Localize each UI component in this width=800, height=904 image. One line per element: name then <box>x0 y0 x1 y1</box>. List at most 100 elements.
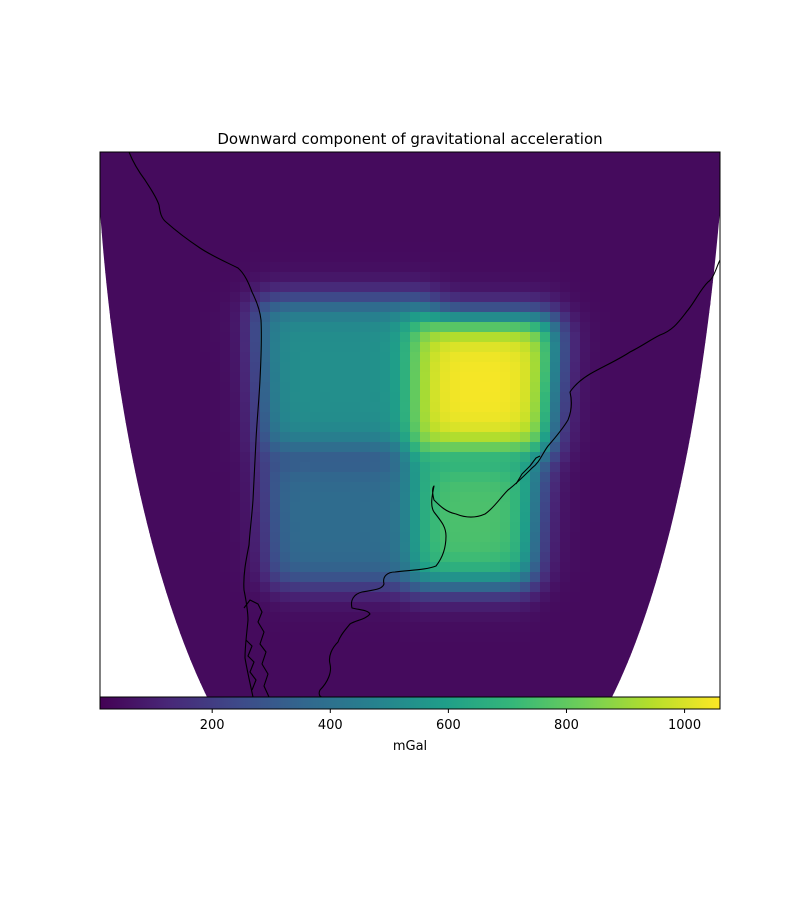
heatmap-cell <box>250 232 261 243</box>
heatmap-cell <box>610 422 621 433</box>
heatmap-cell <box>240 412 251 423</box>
heatmap-cell <box>450 172 461 183</box>
heatmap-cell <box>150 302 161 313</box>
heatmap-cell <box>230 332 241 343</box>
heatmap-cell <box>560 242 571 253</box>
heatmap-cell <box>480 332 491 343</box>
heatmap-cell <box>390 522 401 533</box>
heatmap-cell <box>370 652 381 663</box>
heatmap-cell <box>510 342 521 353</box>
heatmap-cell <box>200 402 211 413</box>
heatmap-cell <box>480 562 491 573</box>
heatmap-cell <box>520 242 531 253</box>
heatmap-cell <box>230 152 241 163</box>
heatmap-cell <box>110 322 121 333</box>
heatmap-cell <box>570 412 581 423</box>
heatmap-cell <box>440 222 451 233</box>
heatmap-cell <box>550 512 561 523</box>
heatmap-cell <box>160 412 171 423</box>
heatmap-cell <box>100 192 111 203</box>
heatmap-cell <box>330 662 341 673</box>
heatmap-cell <box>350 382 361 393</box>
heatmap-cell <box>210 342 221 353</box>
heatmap-cell <box>470 302 481 313</box>
heatmap-cell <box>520 402 531 413</box>
heatmap-cell <box>650 462 661 473</box>
heatmap-cell <box>170 342 181 353</box>
heatmap-cell <box>170 552 181 563</box>
heatmap-cell <box>510 612 521 623</box>
heatmap-cell <box>370 242 381 253</box>
heatmap-cell <box>390 562 401 573</box>
heatmap-cell <box>410 222 421 233</box>
heatmap-cell <box>380 372 391 383</box>
heatmap-cell <box>380 232 391 243</box>
heatmap-cell <box>390 622 401 633</box>
heatmap-cell <box>610 562 621 573</box>
heatmap-cell <box>570 222 581 233</box>
heatmap-cell <box>440 472 451 483</box>
heatmap-cell <box>250 482 261 493</box>
heatmap-cell <box>570 612 581 623</box>
heatmap-cell <box>610 382 621 393</box>
heatmap-cell <box>580 512 591 523</box>
heatmap-cell <box>620 362 631 373</box>
heatmap-cell <box>340 172 351 183</box>
heatmap-cell <box>650 472 661 483</box>
heatmap-cell <box>210 172 221 183</box>
heatmap-cell <box>160 562 171 573</box>
heatmap-cell <box>640 172 651 183</box>
heatmap-cell <box>540 662 551 673</box>
heatmap-cell <box>540 572 551 583</box>
heatmap-cell <box>530 322 541 333</box>
heatmap-cell <box>150 262 161 273</box>
heatmap-cell <box>450 442 461 453</box>
heatmap-cell <box>660 392 671 403</box>
heatmap-cell <box>540 272 551 283</box>
heatmap-cell <box>500 562 511 573</box>
heatmap-cell <box>650 542 661 553</box>
heatmap-cell <box>330 252 341 263</box>
heatmap-cell <box>240 252 251 263</box>
heatmap-cell <box>480 682 491 693</box>
heatmap-cell <box>420 542 431 553</box>
heatmap-cell <box>600 542 611 553</box>
heatmap-cell <box>390 462 401 473</box>
heatmap-cell <box>200 642 211 653</box>
heatmap-cell <box>300 202 311 213</box>
heatmap-cell <box>180 552 191 563</box>
heatmap-cell <box>320 472 331 483</box>
heatmap-cell <box>310 672 321 683</box>
heatmap-cell <box>400 422 411 433</box>
heatmap-cell <box>630 202 641 213</box>
heatmap-cell <box>490 512 501 523</box>
heatmap-cell <box>410 632 421 643</box>
heatmap-cell <box>340 552 351 563</box>
heatmap-cell <box>670 292 681 303</box>
heatmap-cell <box>160 392 171 403</box>
heatmap-cell <box>180 482 191 493</box>
heatmap-cell <box>260 332 271 343</box>
heatmap-cell <box>310 582 321 593</box>
heatmap-cell <box>250 392 261 403</box>
heatmap-cell <box>130 382 141 393</box>
heatmap-cell <box>470 402 481 413</box>
heatmap-cell <box>650 402 661 413</box>
heatmap-cell <box>580 442 591 453</box>
heatmap-cell <box>300 612 311 623</box>
heatmap-cell <box>170 232 181 243</box>
heatmap-cell <box>300 602 311 613</box>
heatmap-cell <box>560 602 571 613</box>
heatmap-cell <box>590 282 601 293</box>
heatmap-cell <box>220 392 231 403</box>
heatmap-cell <box>380 472 391 483</box>
heatmap-cell <box>320 222 331 233</box>
heatmap-cell <box>300 242 311 253</box>
heatmap-cell <box>450 212 461 223</box>
heatmap-cell <box>700 182 711 193</box>
heatmap-cell <box>180 392 191 403</box>
heatmap-cell <box>430 342 441 353</box>
heatmap-cell <box>120 152 131 163</box>
heatmap-cell <box>540 202 551 213</box>
heatmap-cell <box>250 632 261 643</box>
